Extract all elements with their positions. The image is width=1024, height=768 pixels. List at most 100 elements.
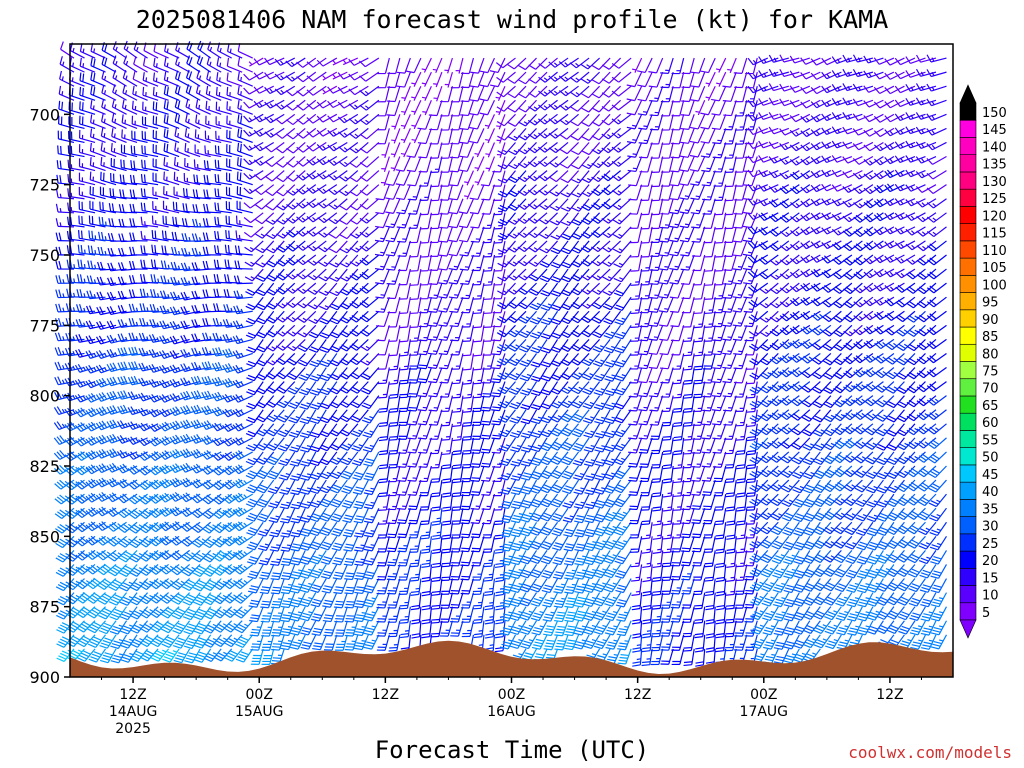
wind-barb [331,536,348,552]
wind-barb [561,479,580,495]
wind-barb [430,170,443,188]
wind-barb [580,57,601,70]
wind-barb [519,367,538,382]
wind-barb [237,43,253,59]
wind-barb [429,226,443,244]
wind-barb [374,240,390,257]
wind-barb [790,423,811,436]
wind-barb [364,522,380,538]
wind-barb [152,158,169,172]
wind-barb [628,465,643,482]
wind-barb [591,310,611,324]
wind-barb [278,465,296,481]
x-tick-label: 12Z [372,687,399,703]
wind-barb [471,564,485,581]
wind-barb [350,423,369,438]
wind-barb [391,114,401,130]
wind-barb [469,85,485,102]
wind-barb [560,437,580,451]
wind-barb [440,114,454,131]
wind-barb [250,648,264,665]
wind-barb [469,100,485,116]
wind-barb [734,395,748,412]
wind-barb [714,494,727,511]
wind-barb [191,535,212,548]
wind-barb [700,100,716,116]
wind-barb [227,43,243,59]
wind-barb [97,578,117,591]
wind-barb [348,57,369,66]
colorbar-label: 80 [982,347,999,362]
wind-barb [831,212,853,221]
wind-barb [496,71,516,83]
wind-barb [669,254,685,271]
wind-barb [296,57,317,68]
wind-barb [348,99,369,110]
wind-barb [917,507,937,521]
wind-barb [245,282,264,296]
colorbar-label: 85 [982,330,999,345]
wind-barb [358,57,380,68]
wind-barb [823,549,842,563]
wind-barb [779,69,800,78]
wind-barb [603,339,622,354]
wind-barb [359,113,380,126]
wind-barb [226,129,243,144]
wind-barb [213,648,233,662]
wind-barb [360,367,380,381]
wind-barb [863,85,884,93]
wind-barb [385,198,401,214]
wind-barb [244,268,264,282]
wind-barb [152,101,169,115]
wind-barb [78,158,96,172]
wind-barb [693,592,706,610]
wind-barb [327,184,348,196]
wind-barb [562,493,580,509]
wind-barb [661,409,674,427]
wind-barb [760,550,779,564]
wind-barb [285,99,306,111]
wind-barb [581,353,601,367]
wind-barb [640,282,653,300]
wind-barb [713,479,727,497]
wind-barb [852,127,874,136]
wind-barb [507,324,527,338]
wind-barb [387,297,401,314]
wind-barb [464,170,475,186]
wind-barb [310,578,327,593]
wind-barb [671,634,685,651]
wind-barb [661,142,674,159]
wind-barb [906,282,926,294]
wind-barb [318,268,338,282]
wind-barb [338,170,359,182]
wind-barb [450,71,464,89]
wind-barb [380,170,390,186]
wind-barb [692,254,706,272]
wind-barb [759,493,779,506]
wind-barb [160,620,180,634]
wind-barb [163,128,180,144]
colorbar-label: 140 [982,140,1007,155]
wind-barb [683,634,695,652]
wind-barb [781,479,800,493]
wind-barb [695,100,706,116]
wind-barb [485,128,496,144]
wind-barb [800,352,821,364]
wind-barb [288,423,306,438]
wind-barb [376,620,390,637]
wind-barb [444,71,454,88]
wind-barb [98,620,117,635]
wind-barb [897,578,916,592]
wind-barb [689,114,706,130]
wind-barb [702,508,716,525]
wind-barb [376,339,390,356]
wind-barb [895,296,916,308]
wind-barb [571,395,590,409]
wind-barb [897,606,916,621]
wind-barb [569,85,590,98]
wind-barb [651,170,664,188]
wind-barb [328,226,348,239]
colorbar-label: 15 [982,571,999,586]
wind-barb [895,282,916,293]
wind-barb [518,324,537,339]
